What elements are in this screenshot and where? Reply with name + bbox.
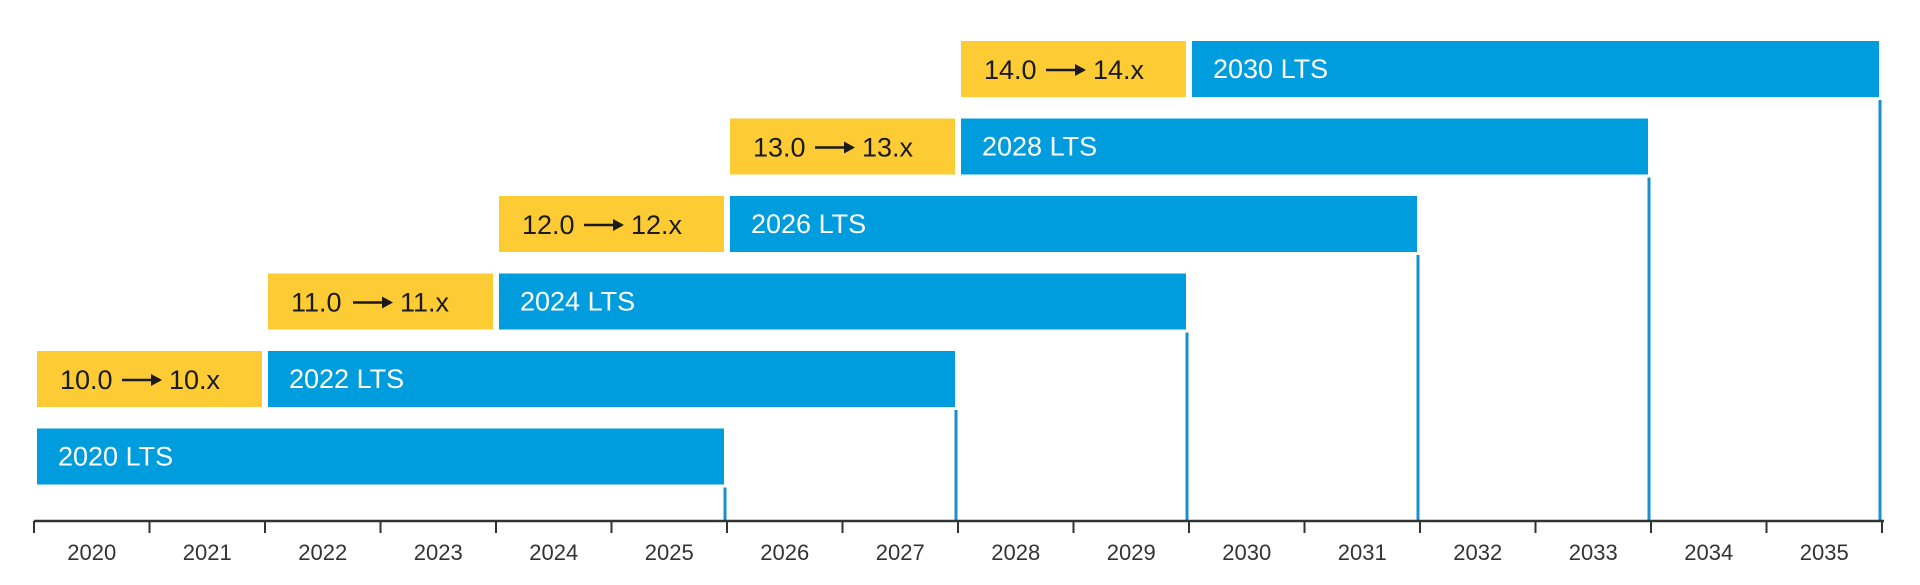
release-row: 2020 LTS [35, 426, 726, 487]
arrow-head-icon [613, 219, 624, 231]
x-tick-label: 2033 [1569, 540, 1618, 565]
preview-from-label: 13.0 [753, 133, 806, 163]
preview-bar [35, 349, 264, 409]
x-tick-label: 2030 [1222, 540, 1271, 565]
preview-from-label: 12.0 [522, 210, 575, 240]
bars-layer: 14.0 14.x 2030 LTS 13.0 13.x 2028 LTS 12.0 12.x… [35, 39, 1881, 487]
x-tick-label: 2035 [1800, 540, 1849, 565]
lts-label: 2030 LTS [1213, 54, 1328, 84]
preview-to-label: 12.x [631, 210, 683, 240]
x-tick-label: 2034 [1684, 540, 1733, 565]
preview-to-label: 13.x [862, 133, 914, 163]
release-row: 10.0 10.x 2022 LTS [35, 349, 957, 409]
preview-from-label: 10.0 [60, 365, 113, 395]
preview-to-label: 11.x [400, 288, 450, 318]
x-tick-label: 2032 [1453, 540, 1502, 565]
arrow-head-icon [382, 296, 393, 309]
end-markers-layer [723, 100, 1882, 520]
lts-bar [497, 271, 1188, 332]
lts-label: 2028 LTS [982, 132, 1097, 162]
x-tick-label: 2029 [1107, 540, 1156, 565]
preview-from-label: 14.0 [984, 55, 1037, 85]
x-tick-label: 2028 [991, 540, 1040, 565]
x-tick-label: 2027 [876, 540, 925, 565]
x-tick-label: 2025 [645, 540, 694, 565]
preview-to-label: 10.x [169, 365, 221, 395]
lts-bar [266, 349, 957, 409]
x-tick-label: 2022 [298, 540, 347, 565]
arrow-head-icon [1075, 64, 1086, 76]
arrow-head-icon [844, 141, 855, 154]
preview-to-label: 14.x [1093, 55, 1145, 85]
preview-from-label: 11.0 [291, 288, 342, 318]
lts-bar [959, 116, 1650, 177]
x-tick-label: 2021 [183, 540, 232, 565]
lts-label: 2024 LTS [520, 287, 635, 317]
x-tick-label: 2031 [1338, 540, 1387, 565]
lts-bar [728, 194, 1419, 254]
lts-bar [35, 426, 726, 487]
lts-label: 2026 LTS [751, 209, 866, 239]
lts-label: 2020 LTS [58, 442, 173, 472]
x-tick-label: 2026 [760, 540, 809, 565]
x-axis: 2020 2021 2022 2023 2024 2025 2026 2027 2028 2029… [33, 519, 1884, 565]
x-tick-label: 2020 [67, 540, 116, 565]
release-row: 14.0 14.x 2030 LTS [959, 39, 1881, 99]
lts-bar [1190, 39, 1881, 99]
lts-label: 2022 LTS [289, 364, 404, 394]
release-row: 12.0 12.x 2026 LTS [497, 194, 1419, 254]
x-tick-label: 2023 [414, 540, 463, 565]
release-row: 11.0 11.x 2024 LTS [266, 271, 1188, 332]
x-tick-label: 2024 [529, 540, 578, 565]
release-row: 13.0 13.x 2028 LTS [728, 116, 1650, 177]
arrow-head-icon [151, 374, 162, 386]
